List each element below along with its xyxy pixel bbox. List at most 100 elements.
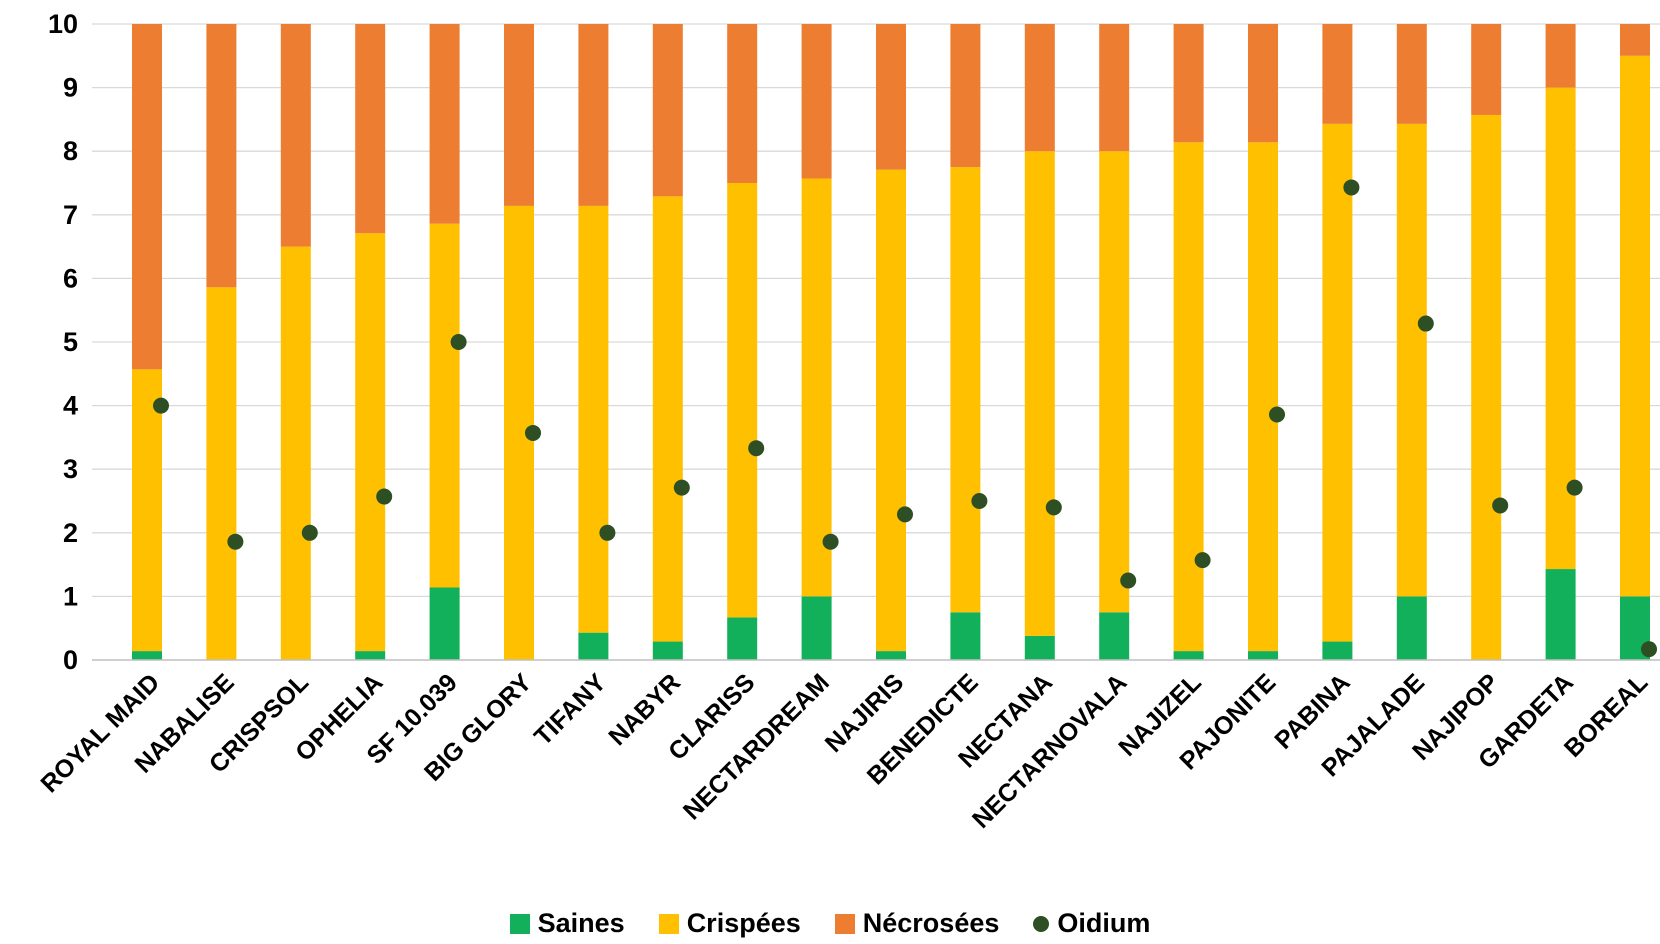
bar-saines: [652, 641, 683, 660]
bar-necrosees: [1396, 24, 1427, 124]
oidium-point: [450, 334, 467, 350]
bar-crispees: [652, 196, 683, 642]
oidium-point: [1045, 499, 1062, 516]
oidium-point: [376, 488, 393, 505]
bar-crispees: [578, 205, 609, 633]
y-tick-label: 0: [63, 645, 78, 675]
y-tick-label: 2: [63, 518, 78, 548]
legend-item-crispees: Crispées: [658, 908, 801, 939]
legend-label-crispees: Crispées: [686, 908, 801, 938]
bar-necrosees: [355, 24, 386, 234]
bar-saines: [1024, 635, 1055, 660]
bar-necrosees: [504, 24, 534, 206]
bar-necrosees: [1620, 24, 1650, 56]
bar-necrosees: [1173, 24, 1204, 143]
y-tick-label: 5: [63, 327, 78, 357]
bar-crispees: [1024, 151, 1055, 636]
oidium-point: [599, 524, 616, 541]
bar-crispees: [1545, 87, 1576, 570]
bar-crispees: [1471, 114, 1502, 660]
bar-necrosees: [206, 24, 237, 288]
y-tick-label: 9: [63, 73, 78, 103]
legend-label-oidium: Oidium: [1057, 908, 1151, 938]
y-tick-label: 6: [63, 263, 78, 293]
bar-necrosees: [1322, 24, 1353, 124]
bar-crispees: [1396, 123, 1427, 597]
oidium-point: [1343, 179, 1360, 196]
oidium-point: [1492, 497, 1509, 514]
bar-crispees: [429, 223, 460, 588]
oidium-point: [153, 397, 169, 414]
bar-saines: [876, 651, 906, 660]
bar-crispees: [1099, 151, 1130, 613]
legend-swatch-crispees: [658, 913, 679, 934]
bar-necrosees: [132, 24, 162, 370]
bar-saines: [355, 651, 386, 660]
bar-saines: [132, 651, 162, 660]
bar-saines: [727, 617, 758, 660]
bar-saines: [950, 612, 981, 660]
oidium-point: [1566, 479, 1583, 496]
oidium-point: [227, 533, 244, 550]
bar-saines: [1173, 651, 1204, 660]
oidium-point: [301, 524, 318, 541]
bar-necrosees: [876, 24, 906, 170]
legend-item-necrosees: Nécrosées: [834, 908, 999, 939]
legend-swatch-necrosees: [834, 913, 855, 934]
bar-saines: [1248, 651, 1278, 660]
oidium-point: [971, 493, 988, 509]
bar-necrosees: [801, 24, 832, 179]
bar-crispees: [355, 233, 386, 652]
bar-saines: [1396, 596, 1427, 660]
bar-crispees: [876, 169, 906, 652]
y-tick-label: 4: [63, 391, 78, 421]
y-tick-label: 10: [48, 9, 78, 39]
bar-necrosees: [727, 24, 758, 183]
bar-necrosees: [1248, 24, 1278, 143]
oidium-point: [1194, 552, 1211, 569]
oidium-point: [1269, 406, 1285, 423]
y-tick-label: 1: [63, 581, 78, 611]
oidium-point: [897, 506, 913, 523]
bar-crispees: [801, 178, 832, 597]
legend-label-saines: Saines: [537, 908, 625, 938]
oidium-point: [673, 479, 690, 496]
bar-saines: [1099, 612, 1130, 660]
bar-saines: [1322, 641, 1353, 660]
bar-necrosees: [280, 24, 311, 247]
bars: [132, 24, 1650, 660]
bar-necrosees: [1099, 24, 1130, 152]
bar-saines: [801, 596, 832, 660]
bar-necrosees: [1545, 24, 1576, 88]
bar-necrosees: [1471, 24, 1502, 115]
y-tick-label: 3: [63, 454, 78, 484]
bar-crispees: [950, 167, 981, 613]
bar-crispees: [1173, 142, 1204, 652]
bar-crispees: [132, 369, 162, 652]
oidium-point: [748, 440, 765, 457]
bar-necrosees: [1024, 24, 1055, 152]
x-tick-label: TIFANY: [529, 668, 612, 751]
oidium-point: [1417, 315, 1434, 332]
oidium-point: [525, 424, 541, 441]
oidium-point: [822, 533, 839, 550]
bar-crispees: [206, 287, 237, 660]
bar-saines: [1545, 569, 1576, 660]
y-tick-labels: 0 1 2 3 4 5 6 7 8 9 10: [48, 9, 78, 675]
legend-swatch-oidium: [1033, 915, 1050, 932]
oidium-point: [1641, 641, 1657, 658]
y-tick-label: 7: [63, 200, 78, 230]
bar-necrosees: [429, 24, 460, 224]
bar-necrosees: [652, 24, 683, 197]
bar-saines: [429, 587, 460, 660]
y-tick-label: 8: [63, 136, 78, 166]
oidium-point: [1120, 572, 1137, 589]
x-tick-label: ROYAL MAID: [35, 668, 165, 798]
legend-swatch-saines: [509, 913, 530, 934]
legend: Saines Crispées Nécrosées Oidium: [0, 908, 1660, 939]
bar-crispees: [1248, 142, 1278, 652]
bar-crispees: [1620, 55, 1650, 597]
